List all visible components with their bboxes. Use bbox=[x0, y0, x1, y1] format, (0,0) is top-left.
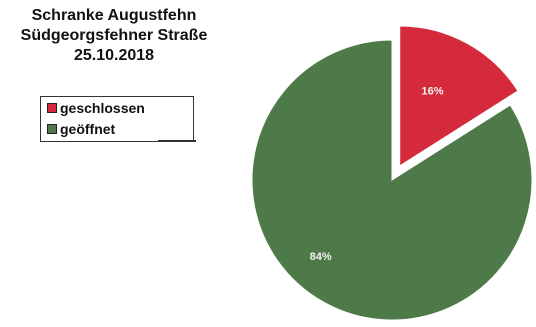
pie-slice-geschlossen bbox=[399, 25, 519, 167]
legend-decoration-line bbox=[158, 140, 196, 142]
pie-label-geschlossen: 16% bbox=[421, 86, 443, 98]
chart-legend: geschlossen geöffnet bbox=[40, 96, 194, 142]
chart-title-line-1: Schranke Augustfehn bbox=[31, 7, 197, 24]
pie-slice-geoeffnet bbox=[251, 39, 533, 321]
chart-title: Schranke Augustfehn Südgeorgsfehner Stra… bbox=[0, 6, 228, 66]
legend-label-geschlossen: geschlossen bbox=[60, 100, 145, 116]
legend-swatch-geoeffnet bbox=[47, 124, 57, 134]
legend-item-geschlossen: geschlossen bbox=[47, 99, 145, 117]
legend-item-geoeffnet: geöffnet bbox=[47, 120, 115, 138]
chart-title-line-2: Südgeorgsfehner Straße bbox=[20, 27, 208, 44]
pie-label-geoeffnet: 84% bbox=[310, 251, 332, 263]
legend-swatch-geschlossen bbox=[47, 103, 57, 113]
chart-title-line-3: 25.10.2018 bbox=[73, 47, 155, 64]
legend-label-geoeffnet: geöffnet bbox=[60, 121, 116, 137]
